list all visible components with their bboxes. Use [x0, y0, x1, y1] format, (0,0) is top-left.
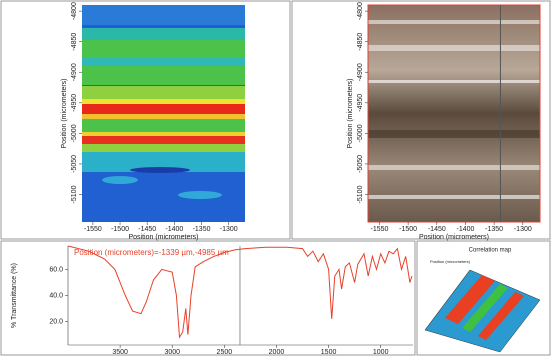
y-tick-label: 60.0	[49, 266, 63, 273]
y-tick-label: 20.0	[49, 318, 63, 325]
correlation-axis-label: Position (micrometers)	[430, 259, 471, 264]
y-tick-label: 40.0	[49, 292, 63, 299]
x-tick-label: -1550	[371, 226, 389, 233]
y-tick-label: -4800	[357, 2, 364, 20]
x-tick-label: -1400	[165, 226, 183, 233]
y-axis-label: Position (micrometers)	[61, 78, 68, 148]
x-tick-label: -1350	[193, 226, 211, 233]
correlation-plot	[424, 269, 541, 353]
x-tick-label: -1300	[514, 226, 532, 233]
y-axis-label: Position (micrometers)	[347, 78, 354, 148]
x-tick-label: -1500	[399, 226, 417, 233]
y-tick-label: -5100	[71, 185, 78, 203]
spectrum-panel	[0, 240, 416, 356]
y-tick-label: -5050	[357, 155, 364, 173]
y-tick-label: -4850	[357, 33, 364, 51]
x-tick-label: -1350	[485, 226, 503, 233]
y-tick-label: -4900	[357, 63, 364, 81]
y-tick-label: -4900	[71, 63, 78, 81]
x-tick-label: -1450	[138, 226, 156, 233]
x-tick-label: 3000	[164, 349, 180, 356]
heatmap-image	[82, 5, 245, 222]
y-tick-label: -5100	[357, 185, 364, 203]
x-tick-label: 3500	[112, 349, 128, 356]
correlation-title: Correlation map	[469, 248, 512, 254]
y-tick-label: -5050	[71, 155, 78, 173]
y-tick-label: -4850	[71, 33, 78, 51]
x-tick-label: -1450	[428, 226, 446, 233]
y-tick-label: -4950	[71, 94, 78, 112]
microscope-image	[367, 4, 541, 223]
y-tick-label: -5000	[357, 124, 364, 142]
x-tick-label: 1500	[321, 349, 337, 356]
x-axis-label: Position (micrometers)	[128, 234, 198, 241]
x-tick-label: 1000	[373, 349, 389, 356]
y-axis-label: % Transmittance (%)	[11, 263, 18, 328]
x-tick-label: -1300	[220, 226, 238, 233]
x-tick-label: 2500	[217, 349, 233, 356]
y-tick-label: -4950	[357, 94, 364, 112]
x-axis-label: Position (micrometers)	[419, 234, 489, 241]
y-tick-label: -4800	[71, 2, 78, 20]
x-tick-label: -1500	[111, 226, 129, 233]
spectrum-line	[67, 245, 413, 339]
x-tick-label: -1400	[457, 226, 475, 233]
position-annotation: Position (micrometers)=-1339 µm,-4985 µm	[74, 248, 229, 257]
x-tick-label: 2000	[269, 349, 285, 356]
y-tick-label: -5000	[71, 124, 78, 142]
x-tick-label: -1550	[84, 226, 102, 233]
